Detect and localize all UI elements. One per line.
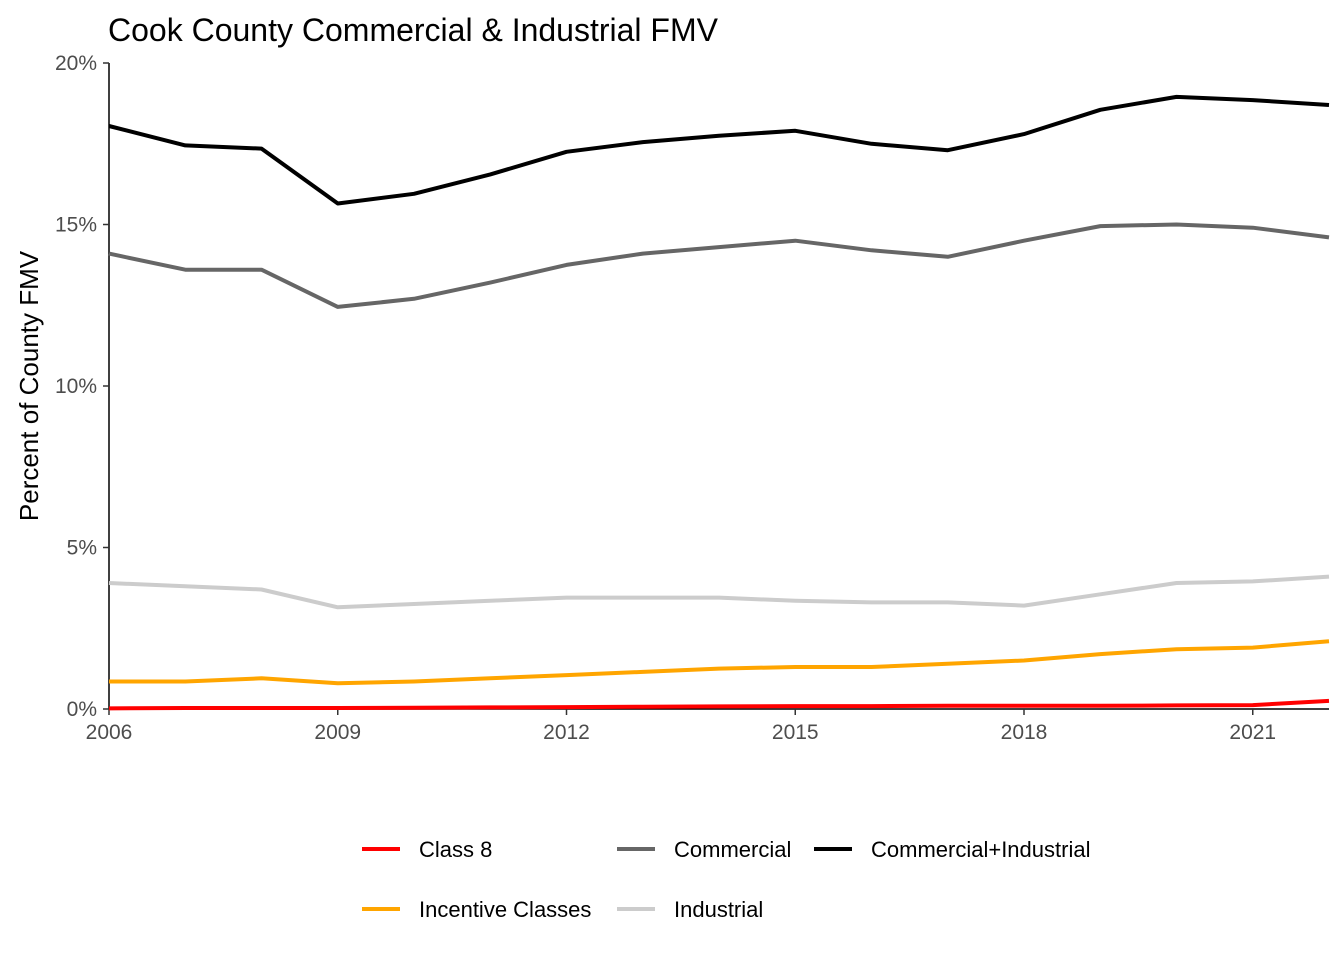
series-lines [108, 94, 1330, 711]
series-line-commercial [108, 222, 1330, 309]
legend-item-commercial: Commercial [617, 837, 791, 862]
x-tick-label: 2018 [1001, 721, 1048, 744]
legend-label: Commercial [674, 837, 791, 862]
legend-item-industrial: Industrial [617, 897, 763, 922]
legend-item-commercial-industrial: Commercial+Industrial [814, 837, 1090, 862]
y-tick-label: 20% [55, 52, 97, 75]
x-tick-label: 2021 [1229, 721, 1276, 744]
y-tick-label: 0% [67, 698, 97, 721]
y-tick-label: 5% [67, 537, 97, 560]
y-tick-label: 15% [55, 214, 97, 237]
series-line-commercial-industrial [108, 94, 1330, 206]
series-line-industrial [108, 574, 1330, 610]
chart-title: Cook County Commercial & Industrial FMV [108, 12, 719, 48]
x-tick-label: 2012 [543, 721, 590, 744]
x-tick-label: 2015 [772, 721, 819, 744]
legend-label: Incentive Classes [419, 897, 591, 922]
legend-item-class-8: Class 8 [362, 837, 492, 862]
legend-item-incentive-classes: Incentive Classes [362, 897, 591, 922]
x-tick-label: 2006 [86, 721, 133, 744]
legend-label: Class 8 [419, 837, 492, 862]
x-tick-label: 2009 [314, 721, 361, 744]
legend-label: Industrial [674, 897, 763, 922]
series-line-class-8 [108, 698, 1330, 711]
legend: Class 8 Commercial Commercial+Industrial In… [362, 837, 1090, 922]
y-axis-title: Percent of County FMV [14, 250, 44, 521]
axes: 0% 5% 10% 15% 20% 2006 2009 2012 2015 2018 2021 [55, 52, 1329, 744]
series-line-incentive-classes [109, 639, 1330, 686]
legend-label: Commercial+Industrial [871, 837, 1090, 862]
y-tick-label: 10% [55, 375, 97, 398]
